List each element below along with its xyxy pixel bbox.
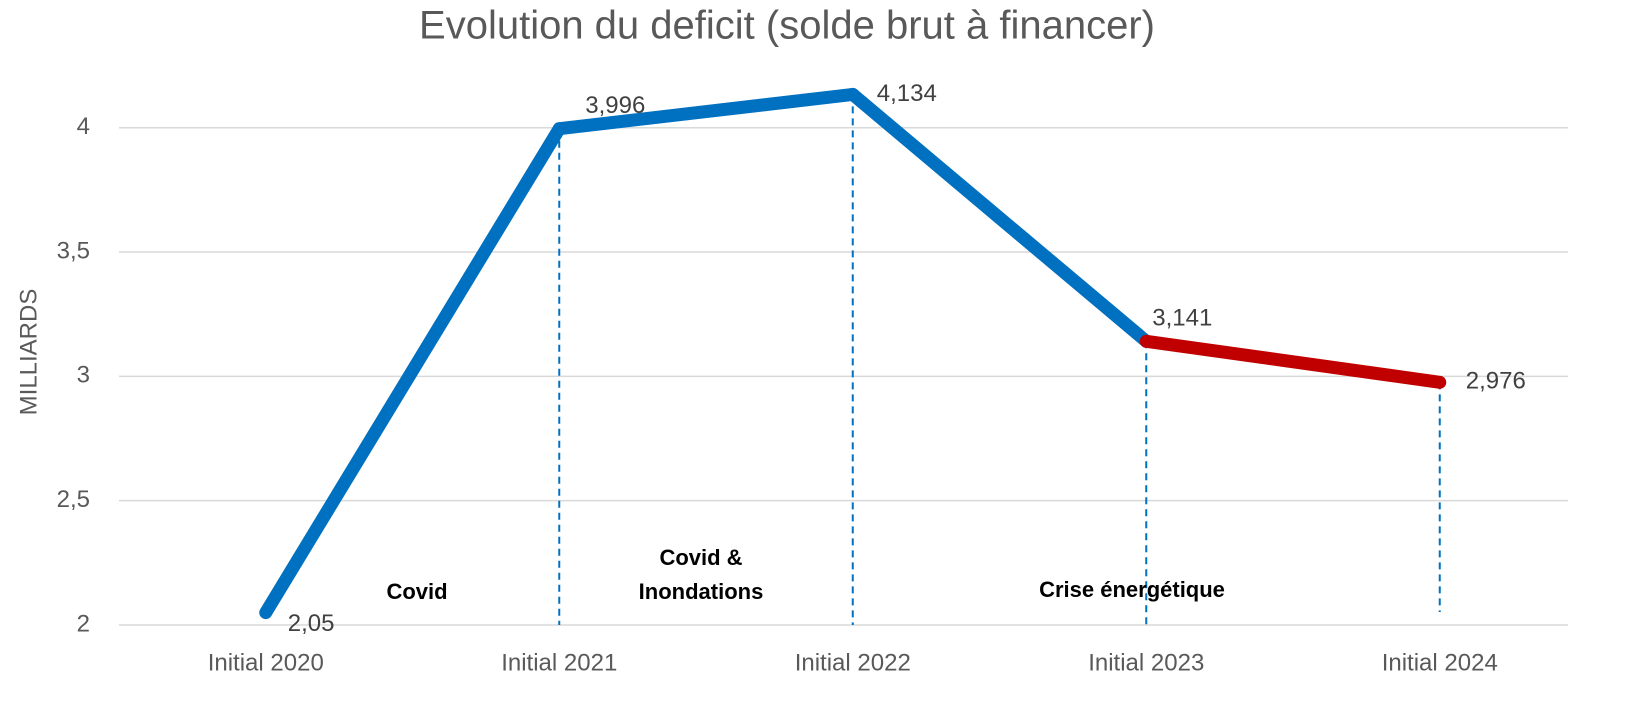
data-label: 2,976 bbox=[1466, 368, 1526, 395]
line-segment bbox=[259, 122, 566, 620]
y-tick-label: 3 bbox=[77, 362, 90, 389]
chart-title: Evolution du deficit (solde brut à finan… bbox=[419, 4, 1155, 48]
data-label: 2,05 bbox=[288, 610, 335, 637]
x-tick-label: Initial 2020 bbox=[208, 649, 324, 676]
annotation: Crise énergétique bbox=[1039, 577, 1225, 602]
x-tick-label: Initial 2021 bbox=[501, 649, 617, 676]
y-tick-label: 4 bbox=[77, 113, 90, 140]
line-segment bbox=[552, 87, 860, 136]
annotation: Inondations bbox=[639, 579, 764, 604]
x-tick-label: Initial 2023 bbox=[1088, 649, 1204, 676]
y-tick-label: 3,5 bbox=[57, 237, 90, 264]
annotation: Covid bbox=[386, 579, 447, 604]
y-axis-label: MILLIARDS bbox=[15, 289, 42, 416]
x-tick-label: Initial 2024 bbox=[1382, 649, 1498, 676]
data-label: 4,134 bbox=[877, 80, 937, 107]
line-segment bbox=[846, 87, 1153, 348]
x-tick-label: Initial 2022 bbox=[795, 649, 911, 676]
y-tick-label: 2 bbox=[77, 610, 90, 637]
data-label: 3,996 bbox=[585, 92, 645, 119]
annotation: Covid & bbox=[659, 545, 742, 570]
line-segment bbox=[1139, 334, 1447, 389]
y-tick-label: 2,5 bbox=[57, 486, 90, 513]
data-label: 3,141 bbox=[1152, 305, 1212, 332]
